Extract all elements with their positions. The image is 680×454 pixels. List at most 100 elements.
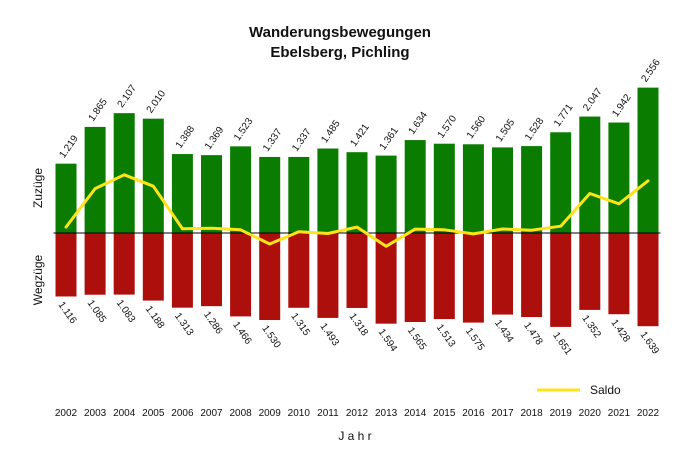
x-tick-label-2011: 2011 — [317, 408, 339, 419]
data-label-zuzuege-2015: 1.570 — [436, 113, 460, 140]
x-tick-label-2016: 2016 — [462, 408, 485, 419]
x-tick-label-2008: 2008 — [229, 408, 252, 419]
bar-zuzuege-2021 — [608, 122, 630, 233]
bar-zuzuege-2019 — [550, 132, 572, 233]
x-tick-label-2009: 2009 — [259, 408, 282, 419]
x-tick-label-2013: 2013 — [375, 408, 398, 419]
data-label-zuzuege-2022: 2.556 — [639, 57, 663, 84]
bar-wegzuege-2021 — [608, 233, 630, 315]
x-tick-label-2018: 2018 — [520, 408, 543, 419]
data-label-wegzuege-2004: 1.083 — [114, 298, 138, 325]
bar-zuzuege-2013 — [375, 155, 397, 233]
bar-zuzuege-2007 — [201, 155, 222, 233]
x-tick-label-2007: 2007 — [200, 408, 223, 419]
bar-zuzuege-2005 — [142, 118, 164, 233]
x-tick-label-2014: 2014 — [404, 408, 427, 419]
bar-wegzuege-2020 — [579, 233, 601, 310]
data-label-zuzuege-2005: 2.010 — [145, 88, 169, 115]
data-label-wegzuege-2015: 1.513 — [434, 322, 458, 349]
x-tick-label-2020: 2020 — [579, 408, 602, 419]
bar-zuzuege-2022 — [637, 87, 659, 234]
bar-wegzuege-2008 — [230, 233, 252, 317]
bar-wegzuege-2007 — [201, 233, 222, 307]
x-axis-label: J a h r — [338, 429, 371, 443]
x-tick-label-2002: 2002 — [55, 408, 78, 419]
x-tick-label-2015: 2015 — [433, 408, 456, 419]
data-label-wegzuege-2012: 1.318 — [347, 311, 371, 338]
bar-wegzuege-2006 — [171, 233, 193, 308]
data-label-wegzuege-2021: 1.428 — [608, 318, 632, 345]
data-label-zuzuege-2012: 1.421 — [348, 122, 372, 149]
data-label-zuzuege-2007: 1.369 — [203, 125, 227, 152]
data-label-wegzuege-2022: 1.639 — [638, 330, 662, 357]
bar-zuzuege-2018 — [521, 146, 543, 233]
data-label-wegzuege-2013: 1.594 — [376, 327, 400, 354]
bar-wegzuege-2016 — [462, 233, 484, 323]
bar-zuzuege-2015 — [433, 143, 455, 233]
bar-zuzuege-2017 — [492, 147, 513, 233]
bar-zuzuege-2004 — [113, 113, 135, 233]
bar-wegzuege-2011 — [317, 233, 339, 318]
data-label-zuzuege-2020: 2.047 — [581, 86, 605, 113]
data-label-wegzuege-2016: 1.575 — [463, 326, 487, 353]
bar-wegzuege-2002 — [55, 233, 77, 297]
saldo-line — [64, 173, 650, 248]
data-label-wegzuege-2006: 1.313 — [172, 311, 196, 338]
data-label-zuzuege-2016: 1.560 — [465, 114, 489, 141]
bar-wegzuege-2017 — [492, 233, 513, 315]
data-label-wegzuege-2002: 1.116 — [56, 300, 79, 327]
y-axis-label-wegzuege: Wegzüge — [31, 254, 45, 305]
data-label-zuzuege-2018: 1.528 — [523, 116, 547, 143]
data-label-wegzuege-2011: 1.493 — [317, 321, 341, 348]
data-label-wegzuege-2019: 1.651 — [550, 330, 574, 357]
bar-zuzuege-2009 — [259, 156, 281, 233]
bar-wegzuege-2009 — [259, 233, 281, 321]
data-label-zuzuege-2014: 1.634 — [407, 110, 431, 137]
bar-zuzuege-2014 — [404, 140, 426, 233]
bar-wegzuege-2015 — [433, 233, 455, 320]
bar-zuzuege-2016 — [462, 144, 484, 233]
bar-wegzuege-2005 — [142, 233, 164, 301]
bar-wegzuege-2004 — [113, 233, 135, 295]
data-label-zuzuege-2010: 1.337 — [290, 127, 314, 154]
bars-group — [55, 87, 659, 327]
bar-zuzuege-2006 — [171, 154, 193, 233]
data-label-wegzuege-2017: 1.434 — [492, 318, 516, 345]
bar-wegzuege-2014 — [404, 233, 426, 323]
bar-wegzuege-2022 — [637, 233, 659, 327]
data-label-zuzuege-2017: 1.505 — [494, 117, 518, 144]
data-label-wegzuege-2005: 1.188 — [143, 304, 167, 331]
data-label-zuzuege-2006: 1.388 — [174, 124, 198, 151]
legend-label-saldo: Saldo — [590, 383, 621, 397]
x-tick-label-2017: 2017 — [491, 408, 514, 419]
bar-wegzuege-2010 — [288, 233, 310, 308]
bar-zuzuege-2010 — [288, 156, 310, 233]
data-label-zuzuege-2019: 1.771 — [552, 102, 576, 129]
legend: Saldo — [537, 383, 621, 397]
x-tick-label-2003: 2003 — [84, 408, 107, 419]
x-tick-label-2006: 2006 — [171, 408, 194, 419]
data-label-zuzuege-2021: 1.942 — [610, 92, 634, 119]
saldo-line-group — [64, 173, 650, 248]
x-tick-label-2019: 2019 — [550, 408, 573, 419]
data-label-wegzuege-2018: 1.478 — [521, 320, 545, 347]
data-label-zuzuege-2004: 2.107 — [116, 83, 140, 110]
chart-title: Wanderungsbewegungen — [249, 24, 431, 41]
bar-zuzuege-2012 — [346, 152, 368, 233]
data-label-zuzuege-2009: 1.337 — [261, 127, 285, 154]
data-label-zuzuege-2003: 1.865 — [87, 96, 111, 123]
y-axis-label-zuzuege: Zuzüge — [31, 168, 45, 208]
bar-wegzuege-2019 — [550, 233, 572, 327]
bar-wegzuege-2013 — [375, 233, 397, 324]
data-label-wegzuege-2003: 1.085 — [85, 298, 109, 325]
x-tick-label-2021: 2021 — [608, 408, 631, 419]
data-label-wegzuege-2008: 1.466 — [230, 320, 254, 347]
x-tick-label-2005: 2005 — [142, 408, 165, 419]
bar-wegzuege-2018 — [521, 233, 543, 318]
bar-wegzuege-2012 — [346, 233, 368, 308]
bar-zuzuege-2011 — [317, 148, 339, 233]
bar-zuzuege-2002 — [55, 163, 77, 233]
x-tick-label-2012: 2012 — [346, 408, 369, 419]
chart-subtitle: Ebelsberg, Pichling — [270, 44, 409, 61]
